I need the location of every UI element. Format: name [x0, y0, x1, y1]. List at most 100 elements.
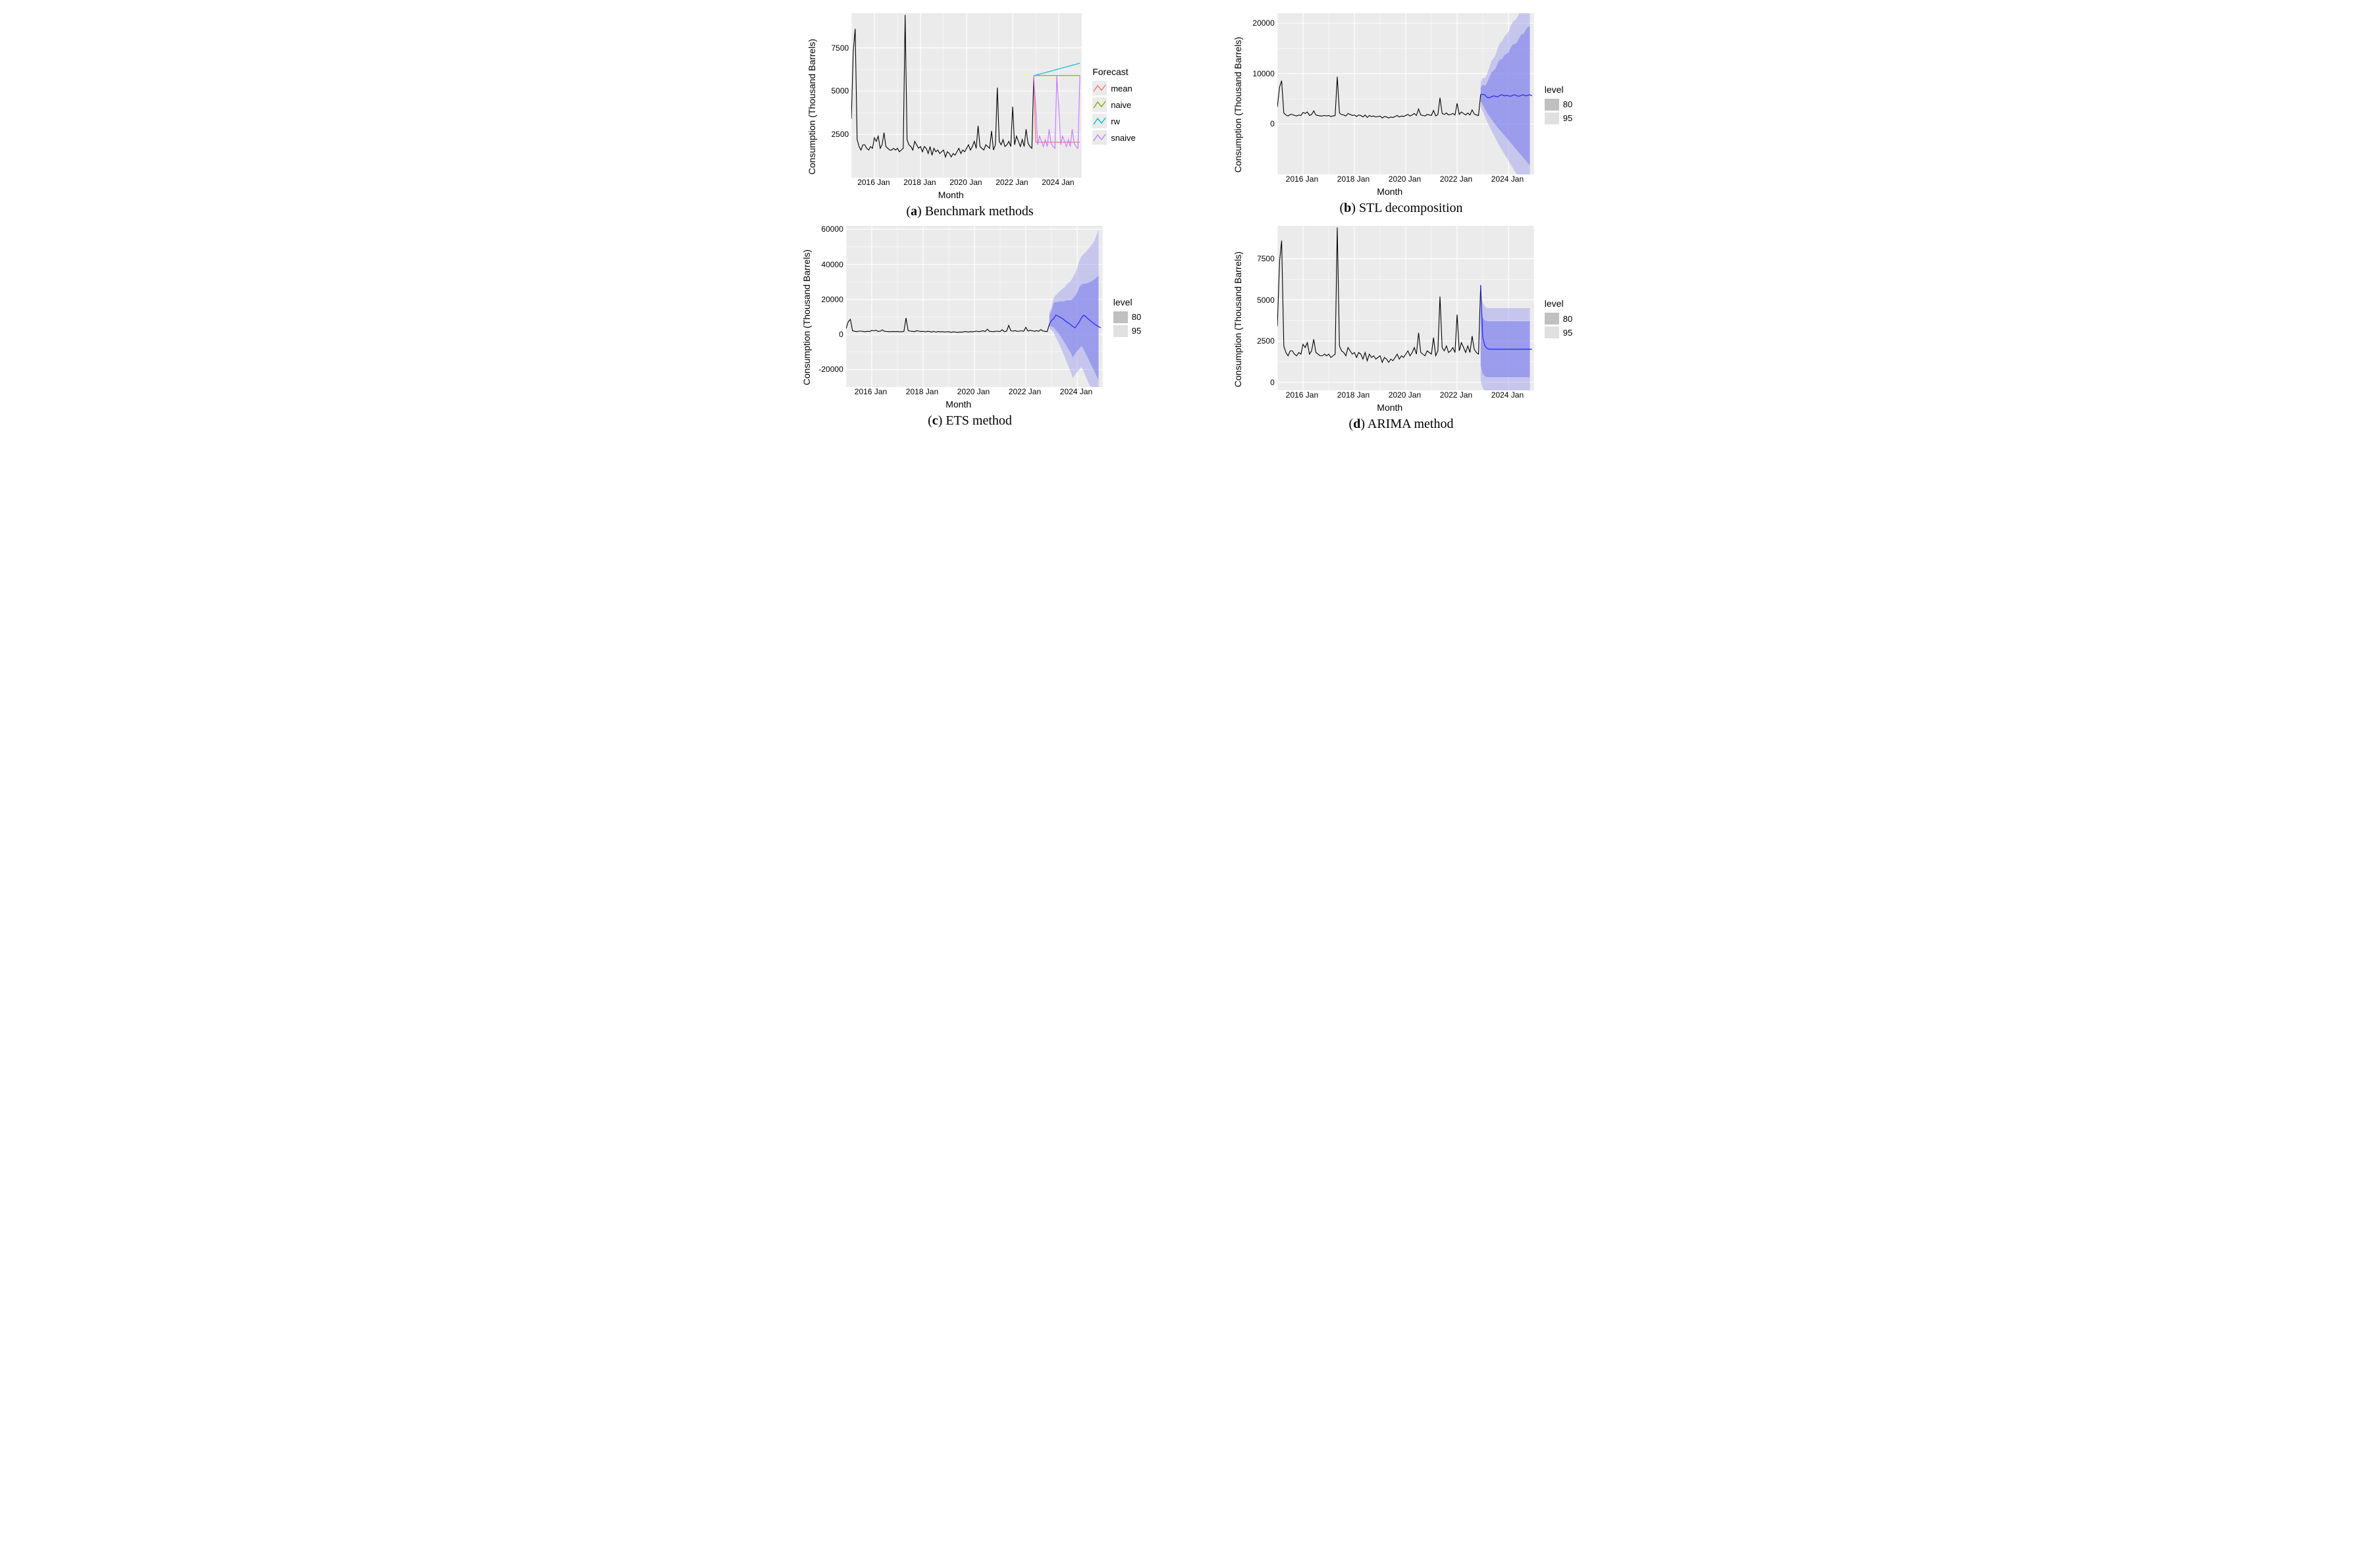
caption-text-b: STL decomposition: [1359, 201, 1463, 215]
caption-tag-b: b: [1344, 201, 1351, 215]
legend-item-rw: rw: [1092, 114, 1136, 128]
xtick-label: 2018 Jan: [1337, 390, 1370, 400]
xlabel-c: Month: [814, 399, 1103, 409]
yticks-d: 0 2500 5000 7500: [1246, 226, 1277, 390]
legend-swatch-95-d: [1545, 327, 1559, 338]
ytick-label: 7500: [1257, 254, 1275, 263]
panel-c: Consumption (Thousand Barrels) -20000 0 20…: [764, 226, 1176, 432]
xtick-label: 2018 Jan: [903, 178, 936, 187]
xtick-label: 2024 Jan: [1491, 390, 1524, 400]
ytick-label: 60000: [821, 224, 843, 234]
legend-label-95-d: 95: [1563, 328, 1572, 338]
plot-area-c: [846, 226, 1103, 387]
xticks-d: 2016 Jan 2018 Jan 2020 Jan 2022 Jan 2024 Jan: [1277, 390, 1534, 401]
plot-area-a: [851, 13, 1082, 178]
plot-area-b: [1277, 13, 1534, 174]
legend-b: level 80 95: [1545, 84, 1572, 126]
ytick-label: 0: [1270, 119, 1275, 128]
xtick-label: 2016 Jan: [1286, 174, 1318, 184]
xtick-label: 2020 Jan: [957, 387, 990, 396]
xtick-label: 2024 Jan: [1060, 387, 1092, 396]
caption-tag-d: d: [1353, 417, 1360, 431]
panel-d: Consumption (Thousand Barrels) 0 2500 5000…: [1196, 226, 1607, 432]
legend-swatch-80-c: [1113, 311, 1128, 323]
ylabel-c: Consumption (Thousand Barrels): [799, 249, 814, 385]
panel-b: Consumption (Thousand Barrels) 0 10000 200…: [1196, 13, 1607, 219]
xticks-b: 2016 Jan 2018 Jan 2020 Jan 2022 Jan 2024 Jan: [1277, 174, 1534, 185]
legend-title-a: Forecast: [1092, 66, 1136, 77]
xlabel-b: Month: [1246, 186, 1534, 197]
caption-text-d: ARIMA method: [1368, 417, 1454, 431]
ylabel-b: Consumption (Thousand Barrels): [1230, 37, 1246, 172]
caption-text-a: Benchmark methods: [925, 204, 1034, 219]
legend-label-95-c: 95: [1132, 326, 1141, 336]
panel-a: Consumption (Thousand Barrels) 250050007…: [764, 13, 1176, 219]
legend-swatch-95-c: [1113, 325, 1128, 337]
yticks-a: 250050007500: [820, 13, 851, 178]
xtick-label: 2020 Jan: [1389, 390, 1421, 400]
legend-swatch-95-b: [1545, 113, 1559, 124]
xtick-label: 2022 Jan: [1440, 390, 1472, 400]
xlabel-a: Month: [820, 190, 1082, 200]
legend-swatch-naive: [1092, 97, 1107, 112]
legend-label-95-b: 95: [1563, 113, 1572, 123]
ytick-label: 40000: [821, 260, 843, 269]
xtick-label: 2020 Jan: [949, 178, 982, 187]
legend-label-snaive: snaive: [1111, 133, 1136, 143]
legend-title-c: level: [1113, 297, 1141, 307]
legend-swatch-mean: [1092, 81, 1107, 95]
legend-swatch-80-d: [1545, 313, 1559, 325]
xticks-c: 2016 Jan 2018 Jan 2020 Jan 2022 Jan 2024 Jan: [846, 387, 1103, 398]
ytick-label: 5000: [832, 86, 849, 95]
caption-text-c: ETS method: [946, 413, 1012, 428]
ylabel-a: Consumption (Thousand Barrels): [804, 39, 820, 174]
yticks-b: 0 10000 20000: [1246, 13, 1277, 174]
caption-a: (a) Benchmark methods: [906, 204, 1033, 219]
legend-title-d: level: [1545, 298, 1572, 309]
legend-item-snaive: snaive: [1092, 130, 1136, 145]
ytick-label: 20000: [1252, 18, 1274, 28]
ytick-label: 7500: [832, 43, 849, 53]
xtick-label: 2016 Jan: [1286, 390, 1318, 400]
ytick-label: 5000: [1257, 296, 1275, 305]
xtick-label: 2022 Jan: [996, 178, 1028, 187]
legend-item-mean: mean: [1092, 81, 1136, 95]
xlabel-d: Month: [1246, 402, 1534, 413]
caption-d: (d) ARIMA method: [1349, 417, 1454, 432]
xtick-label: 2020 Jan: [1389, 174, 1421, 184]
ytick-label: 2500: [1257, 336, 1275, 346]
caption-tag-a: a: [911, 204, 917, 219]
caption-tag-c: c: [932, 413, 938, 428]
ytick-label: 0: [839, 330, 843, 339]
legend-label-naive: naive: [1111, 100, 1131, 110]
legend-swatch-80-b: [1545, 99, 1559, 111]
plot-area-d: [1277, 226, 1534, 390]
xtick-label: 2022 Jan: [1009, 387, 1041, 396]
legend-swatch-rw: [1092, 114, 1107, 128]
xticks-a: 2016 Jan2018 Jan2020 Jan2022 Jan2024 Jan: [851, 178, 1082, 188]
legend-title-b: level: [1545, 84, 1572, 95]
ylabel-d: Consumption (Thousand Barrels): [1230, 251, 1246, 387]
legend-d: level 80 95: [1545, 298, 1572, 340]
caption-c: (c) ETS method: [928, 413, 1012, 429]
ytick-label: 20000: [821, 295, 843, 304]
figure-grid: Consumption (Thousand Barrels) 2500 5000 7…: [764, 13, 1607, 432]
legend-a: Forecast mean naive rw snaive: [1092, 66, 1136, 147]
legend-label-80-d: 80: [1563, 314, 1572, 324]
xtick-label: 2024 Jan: [1042, 178, 1074, 187]
legend-c: level 80 95: [1113, 297, 1141, 339]
legend-label-80-c: 80: [1132, 312, 1141, 322]
ytick-label: 10000: [1252, 69, 1274, 78]
xtick-label: 2018 Jan: [906, 387, 938, 396]
xtick-label: 2024 Jan: [1491, 174, 1524, 184]
xtick-label: 2018 Jan: [1337, 174, 1370, 184]
xtick-label: 2022 Jan: [1440, 174, 1472, 184]
xtick-label: 2016 Jan: [855, 387, 887, 396]
legend-label-80-b: 80: [1563, 99, 1572, 109]
legend-label-mean: mean: [1111, 84, 1132, 93]
ytick-label: 0: [1270, 378, 1275, 387]
yticks-c: -20000 0 20000 40000 60000: [814, 226, 846, 387]
legend-label-rw: rw: [1111, 117, 1120, 126]
legend-swatch-snaive: [1092, 130, 1107, 145]
ytick-label: -20000: [818, 365, 843, 374]
